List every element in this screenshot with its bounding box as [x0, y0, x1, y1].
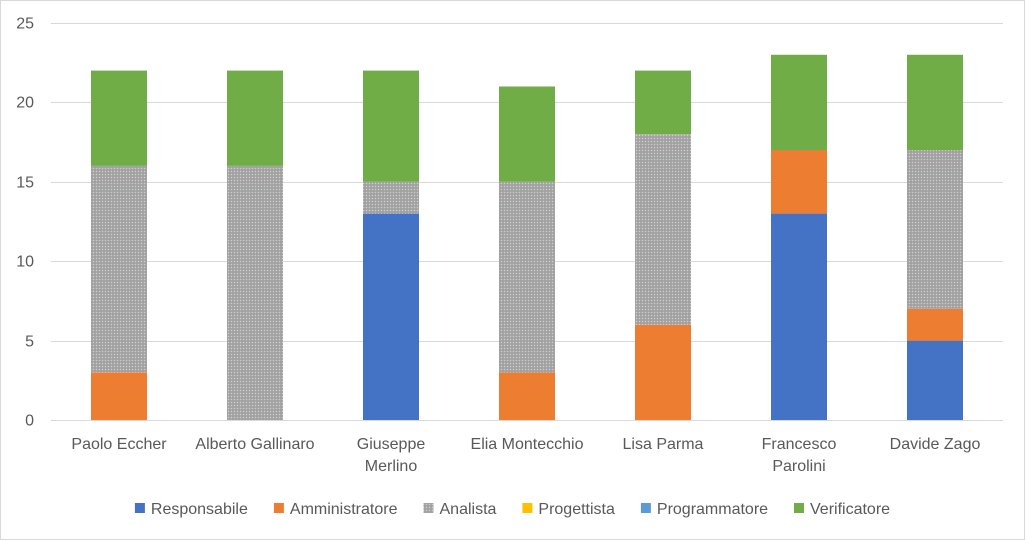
- legend-item-programmatore: Programmatore: [640, 501, 768, 518]
- legend-item-verificatore: Verificatore: [794, 501, 890, 518]
- bar-segment-amministratore: [907, 308, 963, 341]
- y-tick-label: 25: [16, 16, 34, 33]
- y-tick-label: 5: [25, 334, 34, 351]
- legend-swatch: [522, 503, 533, 513]
- legend-swatch: [273, 503, 284, 513]
- legend-item-responsabile: Responsabile: [134, 501, 248, 518]
- bar-segment-responsabile: [363, 213, 419, 420]
- x-tick-label: Paolo Eccher: [71, 436, 167, 453]
- bar-segment-verificatore: [363, 70, 419, 182]
- bar-segment-analista: [91, 165, 147, 373]
- x-tick-label: Merlino: [365, 458, 418, 475]
- bar-segment-amministratore: [499, 372, 555, 420]
- x-tick-label: Lisa Parma: [623, 436, 704, 453]
- legend-label: Verificatore: [810, 501, 890, 518]
- x-axis-ticks: Paolo Eccher Alberto Gallinaro Giuseppe Mer…: [71, 436, 980, 475]
- legend-item-analista: Analista: [423, 501, 497, 518]
- legend-label: Progettista: [538, 501, 615, 518]
- y-tick-label: 20: [16, 95, 34, 112]
- x-tick-label: Elia Montecchio: [471, 436, 584, 453]
- legend-swatch: [640, 503, 651, 513]
- legend-label: Programmatore: [657, 501, 768, 518]
- legend-item-progettista: Progettista: [522, 501, 615, 518]
- bar-segment-analista: [227, 165, 283, 420]
- legend: Responsabile Amministratore Analista Proget…: [134, 501, 890, 518]
- bar-segment-verificatore: [227, 70, 283, 166]
- legend-item-amministratore: Amministratore: [273, 501, 398, 518]
- legend-swatch: [423, 503, 434, 513]
- bar-segment-verificatore: [907, 54, 963, 151]
- legend-label: Analista: [440, 501, 497, 518]
- x-tick-label: Davide Zago: [890, 436, 981, 453]
- bar-segment-responsabile: [771, 213, 827, 420]
- bar-segment-amministratore: [771, 150, 827, 214]
- bar-segment-analista: [363, 181, 419, 214]
- legend-label: Responsabile: [151, 501, 248, 518]
- legend-swatch: [134, 503, 145, 513]
- y-tick-label: 0: [25, 413, 34, 430]
- bar-segment-verificatore: [771, 54, 827, 151]
- legend-swatch: [794, 503, 804, 513]
- y-axis-ticks: 0 5 10 15 20 25: [16, 16, 34, 430]
- bars: [91, 54, 963, 420]
- y-tick-label: 10: [16, 254, 34, 271]
- x-tick-label: Alberto Gallinaro: [195, 436, 314, 453]
- bar-segment-analista: [907, 150, 963, 309]
- bar-segment-verificatore: [635, 70, 691, 135]
- x-tick-label: Giuseppe: [357, 436, 426, 453]
- bar-segment-responsabile: [907, 340, 963, 420]
- bar-segment-amministratore: [91, 372, 147, 420]
- bar-segment-verificatore: [91, 70, 147, 166]
- x-tick-label: Parolini: [772, 458, 825, 475]
- legend-label: Amministratore: [290, 501, 398, 518]
- bar-segment-verificatore: [499, 86, 555, 182]
- bar-segment-analista: [499, 181, 555, 373]
- bar-segment-analista: [635, 134, 691, 325]
- y-tick-label: 15: [16, 175, 34, 192]
- bar-segment-amministratore: [635, 324, 691, 420]
- x-tick-label: Francesco: [762, 436, 837, 453]
